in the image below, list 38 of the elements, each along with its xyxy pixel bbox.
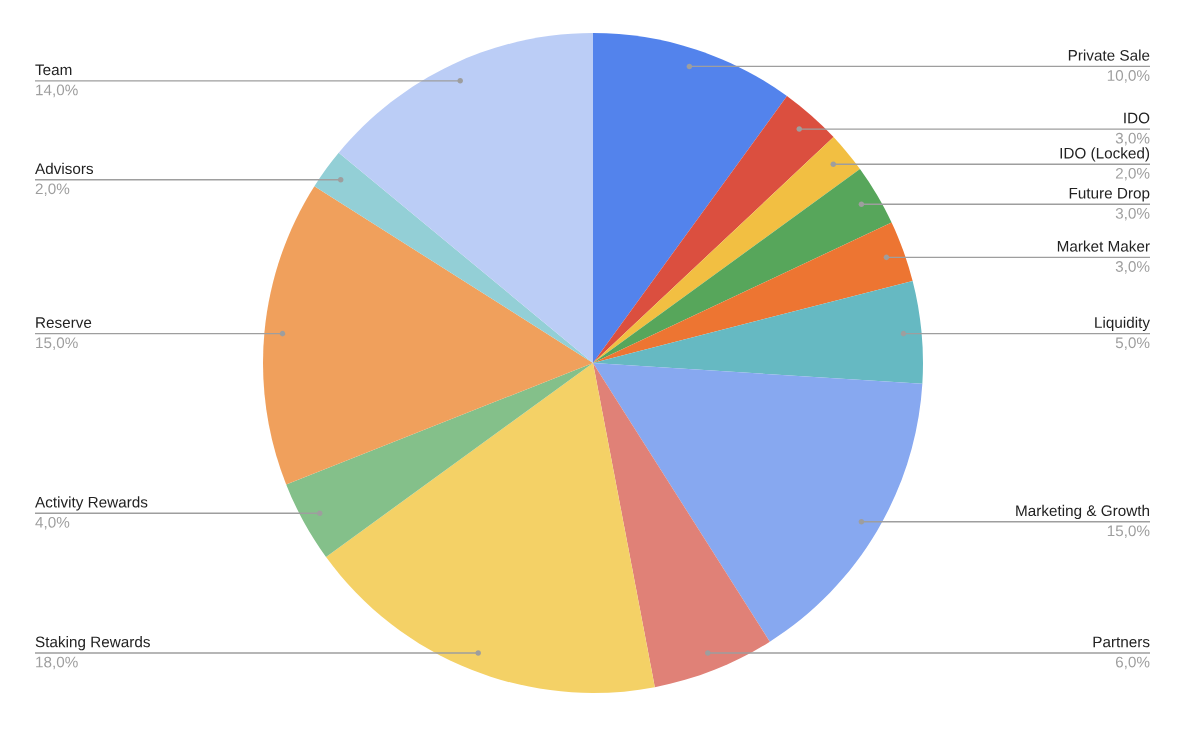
slice-label: Team	[35, 64, 72, 76]
pie-slice	[593, 280, 923, 384]
pie-slice	[338, 33, 593, 363]
data-label: 3,0%	[1115, 261, 1150, 274]
slice-label: Liquidity	[1095, 316, 1150, 332]
data-label: 2,0%	[35, 183, 70, 197]
data-label: 15,0%	[36, 337, 78, 350]
data-label: 4,0%	[35, 516, 70, 530]
pie-slice	[593, 96, 834, 363]
slice-label: Private Sale	[1068, 49, 1150, 61]
slice-label: IDO	[1124, 112, 1150, 124]
pie-slice	[593, 363, 770, 688]
slice-label: Future Drop	[1069, 187, 1150, 202]
slice-label: Reserve	[36, 317, 92, 328]
pie-slice	[593, 169, 892, 363]
pie-slice	[314, 152, 593, 363]
data-label: 14,0%	[36, 84, 78, 98]
data-label: 3,0%	[1115, 132, 1150, 146]
pie-slice	[593, 222, 913, 363]
data-label: 15,0%	[1107, 525, 1150, 539]
pie-slice	[326, 363, 655, 693]
slice-label: Activity Rewards	[35, 496, 148, 511]
data-label: 6,0%	[1115, 656, 1150, 670]
data-label: 2,0%	[1115, 167, 1150, 181]
pie-slice	[593, 363, 923, 642]
pie-slice	[286, 363, 593, 557]
slice-label: Staking Rewards	[35, 636, 150, 651]
slice-label: Advisors	[35, 162, 94, 175]
data-label: 5,0%	[1115, 337, 1150, 350]
slice-label: Market Maker	[1057, 240, 1150, 252]
slice-label: Partners	[1093, 636, 1150, 648]
data-label: 10,0%	[1107, 70, 1150, 83]
pie-slice	[593, 33, 787, 363]
slice-label: IDO (Locked)	[1060, 147, 1150, 162]
pie-slice	[263, 186, 593, 485]
slice-label: Marketing & Growth	[1016, 504, 1150, 520]
data-label: 3,0%	[1115, 207, 1150, 221]
data-label: 18,0%	[36, 656, 78, 670]
